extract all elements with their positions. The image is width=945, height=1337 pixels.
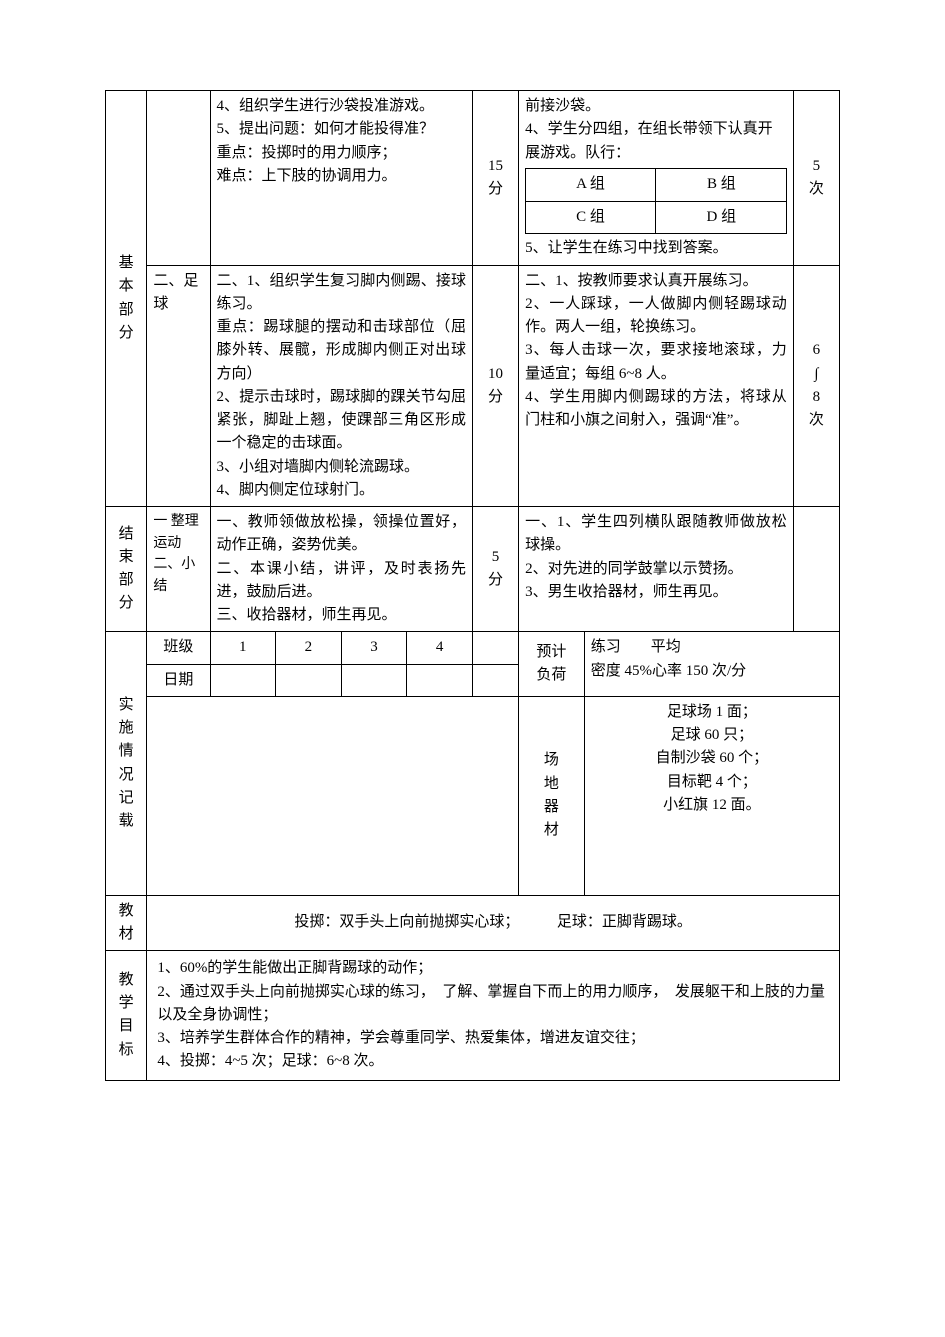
section-end: 结 束 部 分	[106, 507, 147, 632]
section-jiaocai: 教 材	[106, 895, 147, 951]
impl-equipment: 足球场 1 面； 足球 60 只； 自制沙袋 60 个； 目标靶 4 个； 小红…	[584, 696, 839, 895]
impl-blank-1	[472, 632, 518, 664]
impl-row-3: 场地器材 足球场 1 面； 足球 60 只； 自制沙袋 60 个； 目标靶 4 …	[106, 696, 840, 895]
group-d: D 组	[655, 201, 787, 234]
impl-date-1	[210, 664, 276, 696]
group-b: B 组	[655, 168, 787, 201]
impl-metrics: 练习 平均 密度 45%心率 150 次/分	[584, 632, 839, 697]
end-student: 一、1、学生四列横队跟随教师做放松球操。 2、对先进的同学鼓掌以示赞扬。 3、男…	[519, 507, 794, 632]
basic-row-1: 基 本 部 分 4、组织学生进行沙袋投准游戏。 5、提出问题：如何才能投得准？ …	[106, 91, 840, 266]
impl-date-4	[407, 664, 473, 696]
impl-class-1: 1	[210, 632, 276, 664]
basic-r1-student-post: 5、让学生在练习中找到答案。	[525, 237, 787, 260]
impl-notes	[147, 696, 519, 895]
basic-r1-student-pre: 前接沙袋。 4、学生分四组，在组长带领下认真开展游戏。队行：	[525, 95, 787, 165]
impl-class-4: 4	[407, 632, 473, 664]
impl-changdi: 场地器材	[519, 696, 585, 895]
page: 基 本 部 分 4、组织学生进行沙袋投准游戏。 5、提出问题：如何才能投得准？ …	[0, 0, 945, 1337]
section-impl: 实 施 情 况 记 载	[106, 632, 147, 896]
impl-class-label: 班级	[147, 632, 210, 664]
basic-r1-teacher: 4、组织学生进行沙袋投准游戏。 5、提出问题：如何才能投得准？ 重点：投掷时的用…	[210, 91, 472, 266]
basic-r1-student: 前接沙袋。 4、学生分四组，在组长带领下认真开展游戏。队行： A 组 B 组 C…	[519, 91, 794, 266]
impl-class-3: 3	[341, 632, 407, 664]
end-row: 结 束 部 分 一 整理 运动 二、小结 一、教师领做放松操，领操位置好，动作正…	[106, 507, 840, 632]
basic-r2-reps: 6∫8次	[793, 265, 839, 507]
basic-r1-time: 15分	[472, 91, 518, 266]
group-c: C 组	[525, 201, 657, 234]
section-basic: 基 本 部 分	[106, 91, 147, 507]
lesson-plan-table: 基 本 部 分 4、组织学生进行沙袋投准游戏。 5、提出问题：如何才能投得准？ …	[105, 90, 840, 1081]
impl-date-label: 日期	[147, 664, 210, 696]
section-jiaoxue: 教 学 目 标	[106, 951, 147, 1080]
impl-class-2: 2	[276, 632, 342, 664]
end-reps	[793, 507, 839, 632]
end-col2: 一 整理 运动 二、小结	[147, 507, 210, 632]
impl-date-2	[276, 664, 342, 696]
jiaoxue-content: 1、60%的学生能做出正脚背踢球的动作； 2、通过双手头上向前抛掷实心球的练习，…	[147, 951, 840, 1080]
basic-r2-student: 二、1、按教师要求认真开展练习。 2、一人踩球，一人做脚内侧轻踢球动作。两人一组…	[519, 265, 794, 507]
basic-r1-col2	[147, 91, 210, 266]
group-grid: A 组 B 组 C 组 D 组	[525, 169, 787, 234]
basic-r2-time: 10分	[472, 265, 518, 507]
impl-blank-2	[472, 664, 518, 696]
end-time: 5分	[472, 507, 518, 632]
impl-yuji: 预计负荷	[519, 632, 585, 697]
end-teacher: 一、教师领做放松操，领操位置好，动作正确，姿势优美。 二、本课小结，讲评，及时表…	[210, 507, 472, 632]
jiaoxue-row: 教 学 目 标 1、60%的学生能做出正脚背踢球的动作； 2、通过双手头上向前抛…	[106, 951, 840, 1080]
basic-r2-col2: 二、足球	[147, 265, 210, 507]
jiaocai-content: 投掷：双手头上向前抛掷实心球； 足球：正脚背踢球。	[147, 895, 840, 951]
group-a: A 组	[525, 168, 657, 201]
basic-row-2: 二、足球 二、1、组织学生复习脚内侧踢、接球练习。 重点：踢球腿的摆动和击球部位…	[106, 265, 840, 507]
impl-date-3	[341, 664, 407, 696]
basic-r1-reps: 5次	[793, 91, 839, 266]
basic-r2-teacher: 二、1、组织学生复习脚内侧踢、接球练习。 重点：踢球腿的摆动和击球部位（屈膝外转…	[210, 265, 472, 507]
impl-row-1: 实 施 情 况 记 载 班级 1 2 3 4 预计负荷 练习 平均 密度 45%…	[106, 632, 840, 664]
jiaocai-row: 教 材 投掷：双手头上向前抛掷实心球； 足球：正脚背踢球。	[106, 895, 840, 951]
